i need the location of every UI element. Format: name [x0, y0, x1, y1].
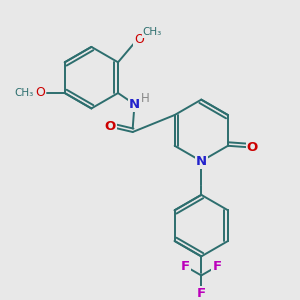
Text: O: O: [104, 120, 116, 133]
Text: CH₃: CH₃: [15, 88, 34, 98]
Text: H: H: [141, 92, 150, 105]
Text: CH₃: CH₃: [143, 27, 162, 37]
Text: F: F: [197, 287, 206, 300]
Text: F: F: [212, 260, 222, 273]
Text: O: O: [35, 86, 45, 99]
Text: N: N: [196, 155, 207, 168]
Text: O: O: [134, 33, 144, 46]
Text: N: N: [129, 98, 140, 111]
Text: F: F: [181, 260, 190, 273]
Text: O: O: [247, 141, 258, 154]
